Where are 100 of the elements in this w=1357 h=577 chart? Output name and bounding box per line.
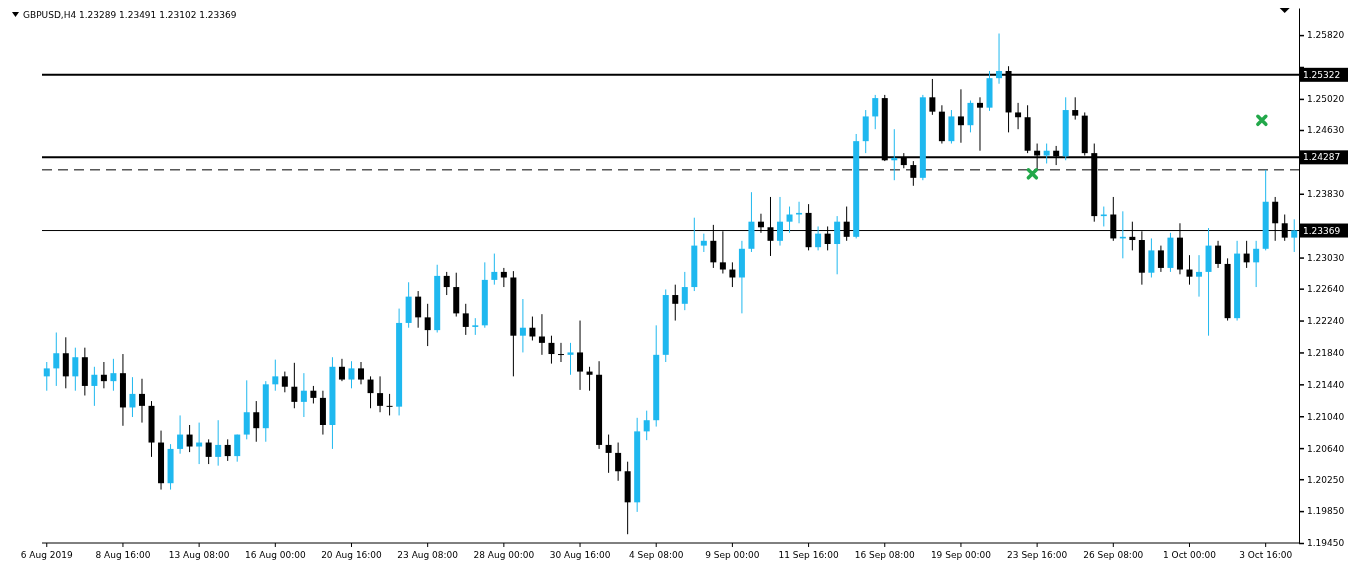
candlestick <box>224 438 231 462</box>
ref-line-label: 1.25322 <box>1303 69 1341 80</box>
candlestick <box>177 414 184 455</box>
candlestick <box>548 335 555 365</box>
candlestick <box>605 434 612 474</box>
y-tick-label: 1.21440 <box>1307 379 1345 390</box>
candlestick <box>186 424 193 453</box>
x-tick-label: 23 Aug 08:00 <box>397 550 459 560</box>
candlestick <box>129 376 136 418</box>
candlestick <box>929 78 936 116</box>
candlestick <box>1015 102 1022 130</box>
candlestick <box>786 206 793 234</box>
candlestick <box>300 372 307 418</box>
x-tick-label: 3 Oct 16:00 <box>1239 550 1293 560</box>
candlestick <box>272 359 279 392</box>
y-tick-label: 1.25020 <box>1307 94 1345 105</box>
x-tick-label: 8 Aug 16:00 <box>95 550 151 560</box>
y-tick-label: 1.23030 <box>1307 252 1345 263</box>
x-tick-label: 1 Oct 00:00 <box>1163 550 1217 560</box>
candlestick <box>72 347 79 392</box>
candlestick <box>672 284 679 322</box>
y-tick-label: 1.22640 <box>1307 284 1345 295</box>
y-tick-label: 1.24630 <box>1307 125 1345 136</box>
x-tick-label: 19 Sep 00:00 <box>930 550 992 560</box>
x-tick-label: 6 Aug 2019 <box>20 550 73 560</box>
y-tick-label: 1.25820 <box>1307 30 1345 41</box>
y-tick-label: 1.19850 <box>1307 506 1345 517</box>
x-tick-label: 11 Sep 16:00 <box>778 550 839 560</box>
candlestick <box>519 298 526 353</box>
candlestick <box>196 422 203 465</box>
candlestick <box>700 233 707 253</box>
candlestick <box>815 225 822 251</box>
ref-line-label: 1.23369 <box>1303 225 1341 236</box>
candlestick <box>253 400 260 443</box>
candlestick <box>567 342 574 376</box>
candlestick <box>1215 240 1222 269</box>
candlestick <box>415 290 422 329</box>
candlestick <box>424 303 431 347</box>
chart-title: GBPUSD,H4 1.23289 1.23491 1.23102 1.23369 <box>23 10 237 20</box>
y-tick-label: 1.23830 <box>1307 189 1345 200</box>
candlestick <box>681 271 688 311</box>
candlestick <box>491 253 498 286</box>
candlestick <box>834 215 841 275</box>
candlestick <box>1196 254 1203 298</box>
candlestick <box>234 434 241 463</box>
candlestick <box>53 332 60 387</box>
candlestick <box>586 366 593 392</box>
candlestick <box>1072 96 1079 121</box>
candlestick <box>43 361 50 392</box>
candlestick <box>577 320 584 391</box>
candlestick <box>110 358 117 392</box>
candlestick <box>796 201 803 224</box>
y-tick-label: 1.19450 <box>1307 538 1345 549</box>
ref-line-label: 1.24287 <box>1303 152 1341 163</box>
y-tick-label: 1.20640 <box>1307 443 1345 454</box>
x-tick-label: 4 Sep 08:00 <box>629 550 684 560</box>
x-tick-label: 28 Aug 00:00 <box>473 550 535 560</box>
x-tick-label: 26 Sep 08:00 <box>1083 550 1144 560</box>
candlestick <box>367 375 374 409</box>
candlestick <box>1253 240 1260 288</box>
candlestick <box>1186 254 1193 286</box>
candlestick <box>138 378 145 424</box>
candlestick <box>777 196 784 247</box>
y-tick-label: 1.21840 <box>1307 347 1345 358</box>
candlestick <box>996 33 1003 85</box>
candlestick <box>462 303 469 336</box>
x-tick-label: 20 Aug 16:00 <box>321 550 383 560</box>
candlestick <box>358 361 365 385</box>
candlestick <box>1043 143 1050 164</box>
x-tick-label: 16 Aug 00:00 <box>244 550 306 560</box>
candlestick <box>215 419 222 467</box>
candlestick <box>967 99 974 133</box>
candlestick <box>443 271 450 296</box>
x-tick-label: 23 Sep 16:00 <box>1007 550 1068 560</box>
x-tick-label: 9 Sep 00:00 <box>705 550 760 560</box>
y-tick-label: 1.22240 <box>1307 315 1345 326</box>
candlestick <box>338 358 345 382</box>
candlestick <box>291 362 298 409</box>
y-tick-label: 1.20250 <box>1307 474 1345 485</box>
candlestick <box>872 94 879 130</box>
candlestick <box>91 366 98 407</box>
candlestick <box>100 361 107 389</box>
candlestick <box>377 375 384 413</box>
candlestick <box>538 313 545 356</box>
candlestick <box>62 336 69 389</box>
candlestick <box>643 410 650 441</box>
candlestick <box>1243 240 1250 269</box>
y-tick-label: 1.21040 <box>1307 411 1345 422</box>
candlestick <box>976 96 983 152</box>
candlestick <box>615 442 622 482</box>
x-tick-label: 16 Sep 08:00 <box>854 550 916 560</box>
candlestick <box>1157 245 1164 273</box>
candlestick <box>205 438 212 465</box>
candlestick <box>557 342 564 363</box>
candlestick <box>243 379 250 440</box>
candlestick <box>281 371 288 393</box>
x-tick-label: 30 Aug 16:00 <box>549 550 611 560</box>
candlestick <box>529 316 536 341</box>
x-tick-label: 13 Aug 08:00 <box>168 550 230 560</box>
candlestick <box>500 267 507 288</box>
